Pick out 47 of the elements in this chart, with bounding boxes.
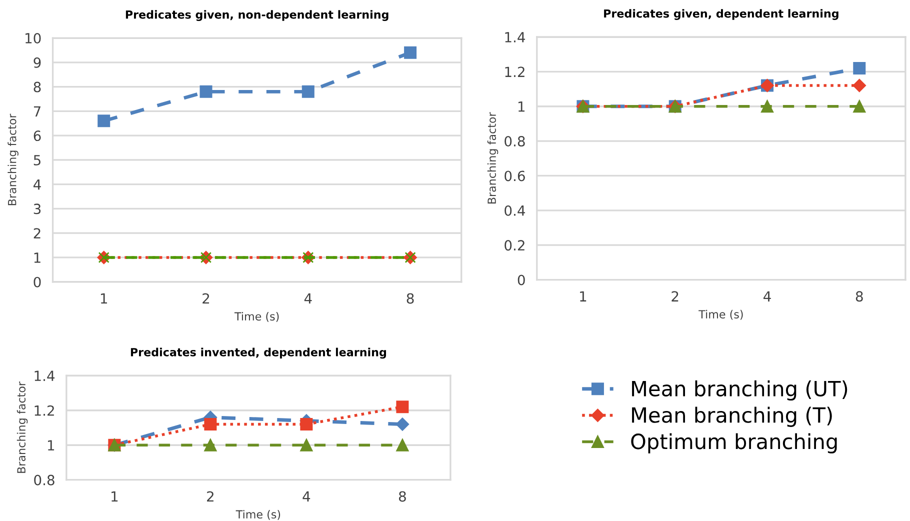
y-tick-label: 1.2 xyxy=(34,405,54,416)
x-tick-label: 2 xyxy=(202,293,210,304)
y-tick-label: 5 xyxy=(34,155,40,166)
x-tick-label: 1 xyxy=(100,293,107,304)
x-axis-title: Time (s) xyxy=(698,310,743,320)
x-tick-label: 4 xyxy=(302,491,310,502)
y-tick-label: 1.4 xyxy=(34,370,55,381)
y-tick-label: 7 xyxy=(34,106,40,116)
y-axis-title: Branching factor xyxy=(8,114,18,206)
y-axis-title: Branching factor xyxy=(487,112,498,204)
y-tick-label: 0.4 xyxy=(504,205,526,216)
chart-title: Predicates given, non-dependent learning xyxy=(126,10,388,21)
y-tick-label: 4 xyxy=(34,179,41,190)
y-tick-label: 1 xyxy=(518,102,525,112)
y-tick-label: 0.8 xyxy=(34,474,54,486)
x-tick-label: 2 xyxy=(672,291,678,302)
legend-label: Optimum branching xyxy=(631,433,837,454)
y-tick-label: 0.2 xyxy=(504,240,524,251)
x-tick-label: 4 xyxy=(304,293,312,304)
x-tick-label: 1 xyxy=(112,491,118,502)
x-tick-label: 8 xyxy=(856,291,863,302)
y-tick-label: 1 xyxy=(34,252,40,263)
y-tick-label: 6 xyxy=(34,130,41,142)
x-tick-label: 1 xyxy=(580,291,586,302)
y-tick-label: 0 xyxy=(518,274,525,286)
y-tick-label: 1 xyxy=(48,440,54,450)
y-tick-label: 0 xyxy=(34,276,41,288)
x-tick-label: 8 xyxy=(398,491,406,502)
y-tick-label: 2 xyxy=(34,228,40,238)
y-tick-label: 9 xyxy=(34,57,41,68)
y-tick-label: 3 xyxy=(34,204,41,214)
y-tick-label: 8 xyxy=(34,82,41,92)
y-tick-label: 0.6 xyxy=(504,170,525,182)
y-tick-label: 1.4 xyxy=(505,32,526,42)
x-tick-label: 8 xyxy=(406,293,414,304)
chart-title: Predicates given, dependent learning xyxy=(604,9,838,20)
x-tick-label: 4 xyxy=(764,291,771,302)
legend-label: Mean branching (UT) xyxy=(632,380,848,401)
chart-title: Predicates invented, dependent learning xyxy=(130,348,386,359)
x-axis-title: Time (s) xyxy=(234,312,279,322)
y-tick-label: 0.8 xyxy=(504,136,525,147)
y-tick-label: 1.2 xyxy=(505,66,524,77)
legend-label: Mean branching (T) xyxy=(632,406,832,427)
y-axis-title: Branching factor xyxy=(16,382,28,473)
y-tick-label: 10 xyxy=(26,33,41,44)
x-tick-label: 2 xyxy=(207,491,214,502)
x-axis-title: Time (s) xyxy=(236,510,280,520)
